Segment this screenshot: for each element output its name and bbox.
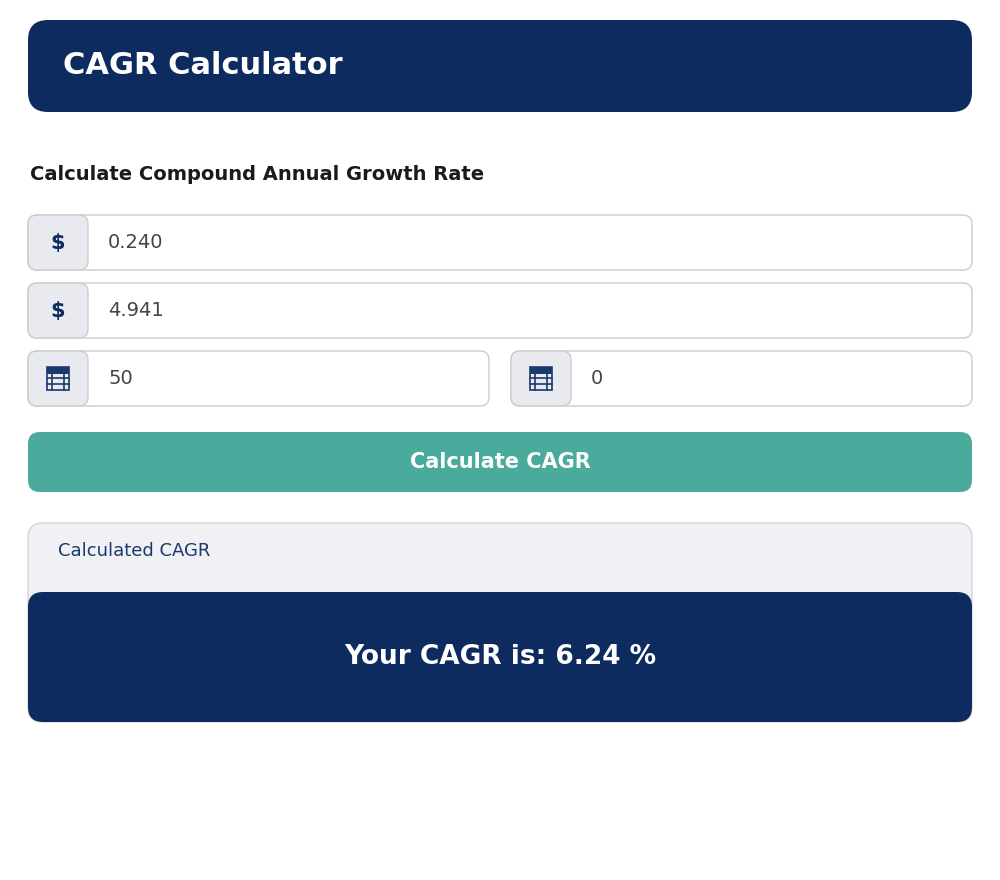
FancyBboxPatch shape <box>28 215 972 270</box>
FancyBboxPatch shape <box>28 432 972 492</box>
FancyBboxPatch shape <box>28 283 972 338</box>
Text: 0: 0 <box>591 369 603 388</box>
Text: 0.240: 0.240 <box>108 233 164 252</box>
FancyBboxPatch shape <box>28 523 972 722</box>
Text: CAGR Calculator: CAGR Calculator <box>63 52 343 80</box>
Bar <box>47 367 69 375</box>
FancyBboxPatch shape <box>28 283 88 338</box>
FancyBboxPatch shape <box>28 351 88 406</box>
FancyBboxPatch shape <box>28 351 489 406</box>
Text: Calculated CAGR: Calculated CAGR <box>58 541 210 560</box>
Text: $: $ <box>51 300 65 320</box>
Text: $: $ <box>51 232 65 253</box>
Text: 4.941: 4.941 <box>108 301 164 320</box>
FancyBboxPatch shape <box>28 20 972 112</box>
Text: 50: 50 <box>108 369 133 388</box>
FancyBboxPatch shape <box>511 351 972 406</box>
Text: Your CAGR is: 6.24 %: Your CAGR is: 6.24 % <box>344 644 656 670</box>
FancyBboxPatch shape <box>511 351 571 406</box>
FancyBboxPatch shape <box>28 215 88 270</box>
Bar <box>530 367 552 390</box>
Text: Calculate CAGR: Calculate CAGR <box>410 452 590 472</box>
FancyBboxPatch shape <box>28 592 972 722</box>
Bar <box>47 367 69 390</box>
Text: Calculate Compound Annual Growth Rate: Calculate Compound Annual Growth Rate <box>30 165 484 185</box>
Bar <box>530 367 552 375</box>
